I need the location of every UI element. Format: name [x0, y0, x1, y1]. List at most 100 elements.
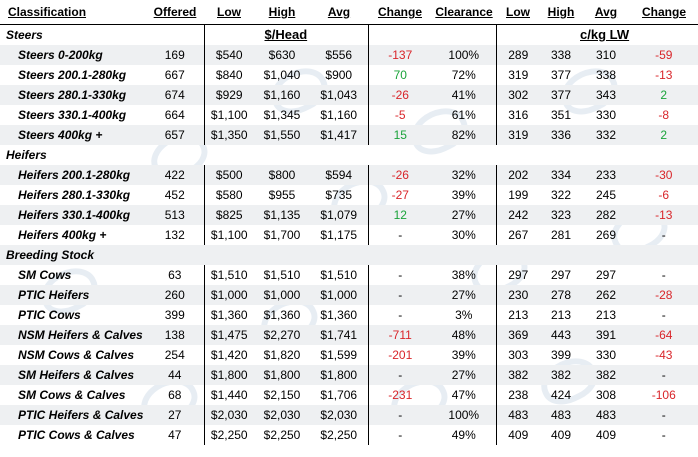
cell-avg: $1,706 [310, 385, 369, 405]
cell-low: $1,100 [203, 105, 254, 125]
table-row: SM Cows 63 $1,510 $1,510 $1,510 - 38% 297 297 297… [0, 265, 698, 285]
section-spacer-cell [368, 245, 432, 265]
cell-high: $1,360 [263, 308, 301, 322]
cell-high: $1,550 [254, 125, 310, 145]
cell-avg: $1,510 [310, 265, 369, 285]
section-row: Heifers [0, 145, 698, 165]
cell-avg2: 483 [582, 405, 630, 425]
table-row: PTIC Cows 399 $1,360 $1,360 $1,360 - 3% 213 213 2… [0, 305, 698, 325]
col-header-avg-lw: Avg [582, 0, 630, 25]
cell-low2: 316 [495, 105, 540, 125]
section-title: Steers [6, 28, 43, 42]
row-label: Steers 330.1-400kg [18, 108, 127, 122]
cell-low: $540 [203, 45, 254, 65]
cell-avg: $1,160 [310, 105, 369, 125]
col-header-high: High [254, 0, 310, 25]
cell-high: $2,030 [254, 405, 310, 425]
cell-high2: 443 [540, 325, 582, 345]
cell-offered: 254 [164, 348, 185, 362]
cell-high2: 322 [550, 188, 572, 202]
cell-change: - [398, 428, 403, 442]
cell-change2: - [630, 225, 698, 245]
cell-avg: $556 [310, 45, 369, 65]
col-header-classification: Classification [0, 0, 146, 25]
cell-high: $2,150 [263, 388, 301, 402]
cell-avg: $1,000 [310, 285, 369, 305]
cell-clearance: 48% [432, 325, 496, 345]
row-label: PTIC Heifers [0, 285, 146, 305]
cell-low: $1,000 [203, 285, 254, 305]
cell-high2: 377 [540, 85, 582, 105]
cell-change: - [368, 405, 432, 425]
cell-change2: -13 [630, 205, 698, 225]
cell-high2: 323 [540, 205, 582, 225]
cell-change2: -6 [630, 185, 698, 205]
table-row: PTIC Cows & Calves 47 $2,250 $2,250 $2,250-4… [0, 425, 698, 445]
row-label: SM Cows & Calves [18, 388, 126, 402]
section-spacer-cell [310, 24, 369, 45]
table-row: Heifers 200.1-280kg 422 $500 $800 $594 -26 32%… [0, 165, 698, 185]
cell-high2: 351 [550, 108, 572, 122]
section-spacer-cell [254, 245, 310, 265]
cell-change2: -59 [630, 45, 698, 65]
cell-low: $1,420 [203, 345, 254, 365]
cell-low: $825 [203, 205, 254, 225]
cell-avg2: 213 [595, 308, 617, 322]
cell-clearance: 100% [432, 45, 496, 65]
cell-change: -26 [368, 165, 432, 185]
section-spacer-cell: $/Head [203, 24, 307, 45]
section-spacer-cell [496, 145, 540, 165]
cell-high: $1,040 [263, 68, 301, 82]
section-spacer-cell [432, 25, 496, 46]
row-label: Steers 0-200kg [0, 45, 146, 65]
row-label: PTIC Cows [18, 308, 81, 322]
cell-change2: 2 [630, 85, 698, 105]
cell-high2: 278 [540, 285, 582, 305]
cell-low: $840 [203, 65, 254, 85]
table-row: Steers 400kg +657 $1,350 $1,550 $1,417 15 82%… [0, 125, 698, 145]
section-spacer-cell [540, 145, 582, 165]
cell-change: - [398, 228, 403, 242]
section-spacer-cell [146, 145, 204, 165]
table-row: NSM Heifers & Calves 138 $1,475 $2,270 $1,74… [0, 325, 698, 345]
col-header-offered: Offered [146, 0, 204, 25]
header-row: Classification Offered Low High Avg Chan… [0, 0, 698, 25]
cell-low2: 289 [495, 45, 540, 65]
table-row: Heifers 280.1-330kg 452 $580 $955 $735 -27 39%… [0, 185, 698, 205]
cell-offered: 132 [164, 228, 185, 242]
cell-change2: - [630, 425, 698, 445]
section-spacer-cell [368, 145, 432, 165]
cell-change2: - [630, 305, 698, 325]
cell-high: $1,000 [254, 285, 310, 305]
cell-change: -5 [394, 108, 406, 122]
row-label: Heifers 200.1-280kg [0, 165, 146, 185]
section-spacer-cell [496, 245, 540, 265]
cell-avg: $900 [310, 65, 369, 85]
cell-change2: -64 [630, 325, 698, 345]
cell-offered: 664 [164, 108, 185, 122]
table-row: PTIC Heifers 260 $1,000 $1,000 $1,000-27% 230… [0, 285, 698, 305]
cell-low2: 303 [495, 345, 540, 365]
cell-clearance: 49% [451, 428, 476, 442]
cell-change2: 2 [630, 125, 698, 145]
cell-clearance: 61% [451, 108, 476, 122]
cell-avg: $735 [310, 185, 369, 205]
cell-low: $580 [203, 185, 254, 205]
section-spacer-cell: c/kg LW [540, 25, 629, 46]
col-header-low: Low [204, 0, 254, 25]
cell-change: -26 [368, 85, 432, 105]
section-spacer-cell [495, 24, 540, 45]
cell-change: -27 [391, 188, 409, 202]
cell-change2: -30 [630, 165, 698, 185]
section-spacer-cell [540, 245, 582, 265]
cell-low2: 202 [495, 165, 540, 185]
section-spacer-cell [630, 24, 698, 45]
cell-clearance: 30% [451, 228, 476, 242]
cell-low2: 319 [495, 65, 540, 85]
cell-change2: -8 [630, 105, 698, 125]
cell-avg: $1,175 [310, 225, 369, 245]
cell-change: -201 [388, 348, 413, 362]
cell-change2: -28 [630, 285, 698, 305]
cell-avg2: 310 [582, 45, 630, 65]
cell-high2: 338 [540, 45, 582, 65]
